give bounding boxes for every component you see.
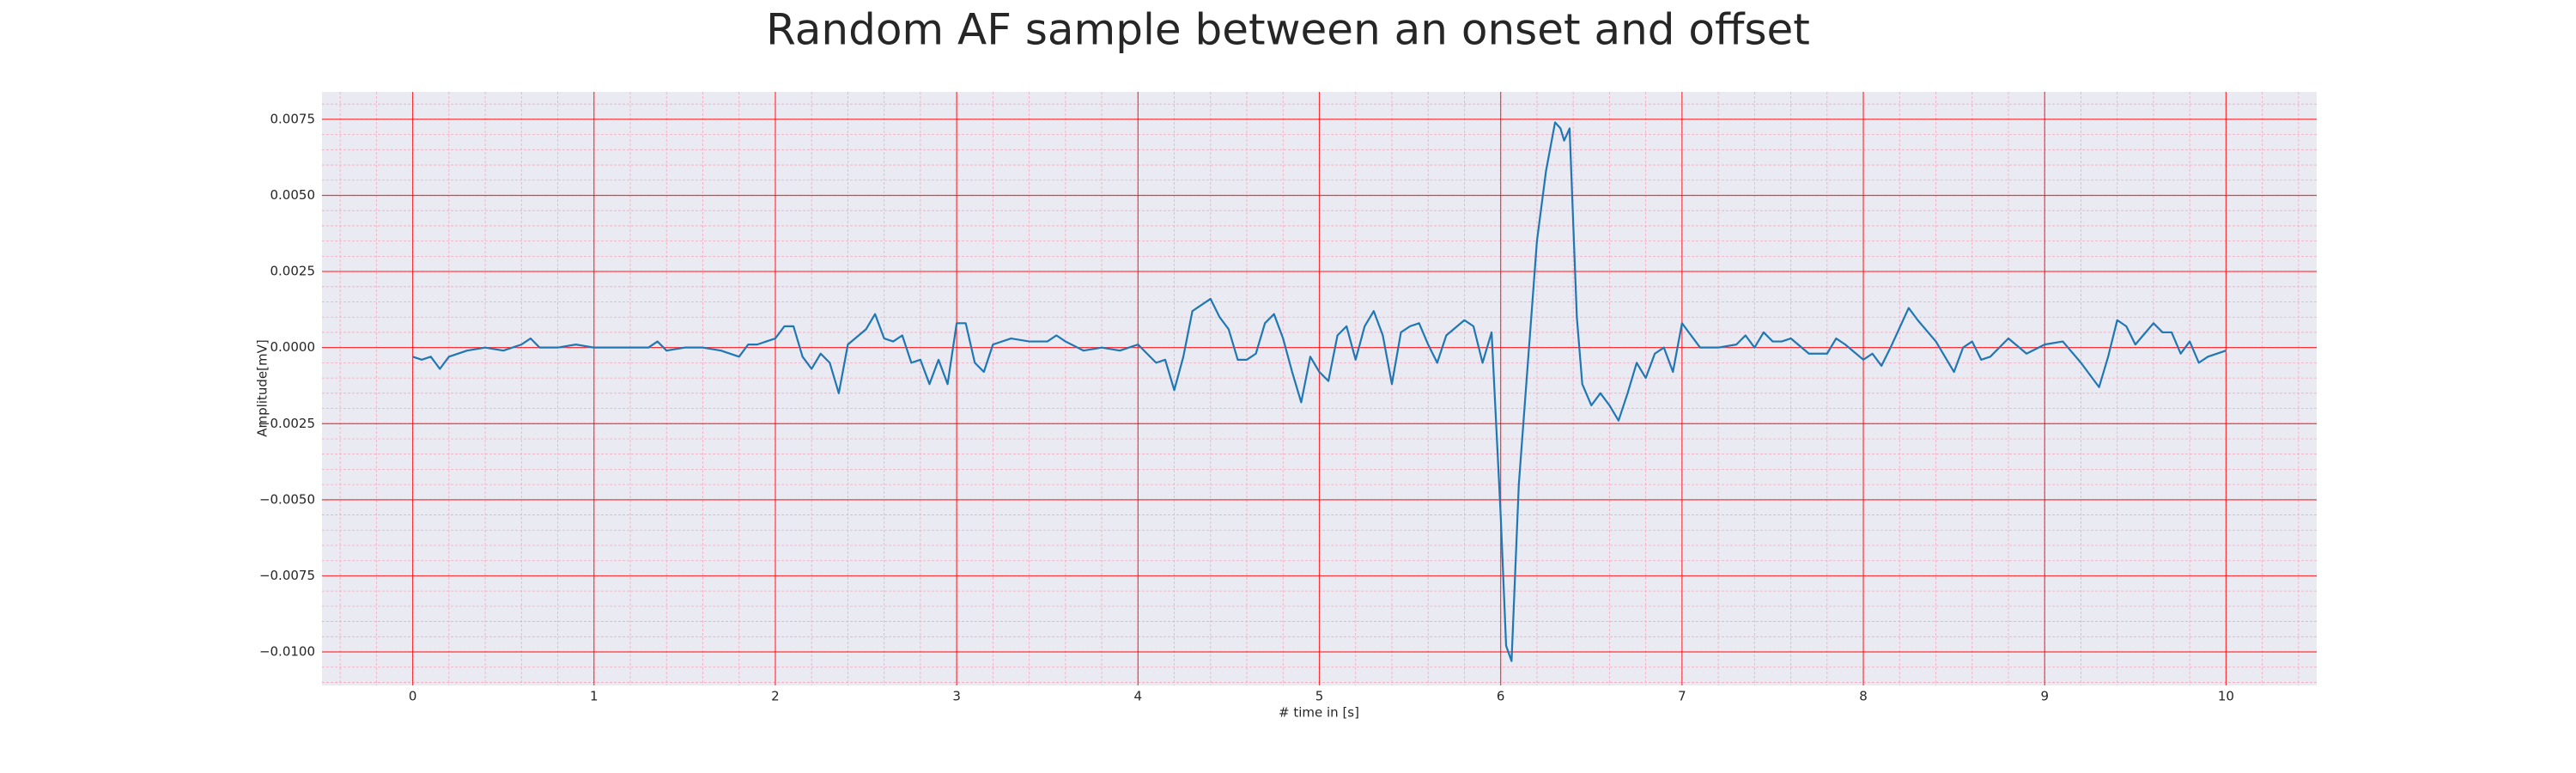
x-tick-label: 7 bbox=[1678, 689, 1686, 704]
x-tick-label: 3 bbox=[952, 689, 961, 704]
x-tick-label: 4 bbox=[1134, 689, 1143, 704]
x-tick-label: 9 bbox=[2040, 689, 2049, 704]
y-tick-label: −0.0050 bbox=[259, 491, 315, 507]
x-tick-label: 5 bbox=[1315, 689, 1324, 704]
x-tick-label: 8 bbox=[1859, 689, 1868, 704]
y-tick-label: 0.0000 bbox=[270, 339, 316, 355]
signal-line bbox=[412, 121, 2227, 662]
x-tick-label: 10 bbox=[2218, 689, 2234, 704]
y-tick-label: −0.0100 bbox=[259, 644, 315, 660]
x-tick-label: 6 bbox=[1497, 689, 1505, 704]
y-tick-label: 0.0050 bbox=[270, 187, 316, 203]
x-tick-label: 2 bbox=[771, 689, 780, 704]
x-axis-label: # time in [s] bbox=[1279, 705, 1359, 721]
x-tick-label: 1 bbox=[590, 689, 598, 704]
y-tick-label: 0.0025 bbox=[270, 264, 316, 279]
y-axis-label: Amplitude[mV] bbox=[255, 339, 270, 436]
x-tick-label: 0 bbox=[409, 689, 417, 704]
y-tick-label: −0.0075 bbox=[259, 568, 315, 583]
y-tick-label: 0.0075 bbox=[270, 111, 316, 126]
chart-title: Random AF sample between an onset and of… bbox=[766, 5, 1810, 55]
y-tick-label: −0.0025 bbox=[259, 416, 315, 431]
